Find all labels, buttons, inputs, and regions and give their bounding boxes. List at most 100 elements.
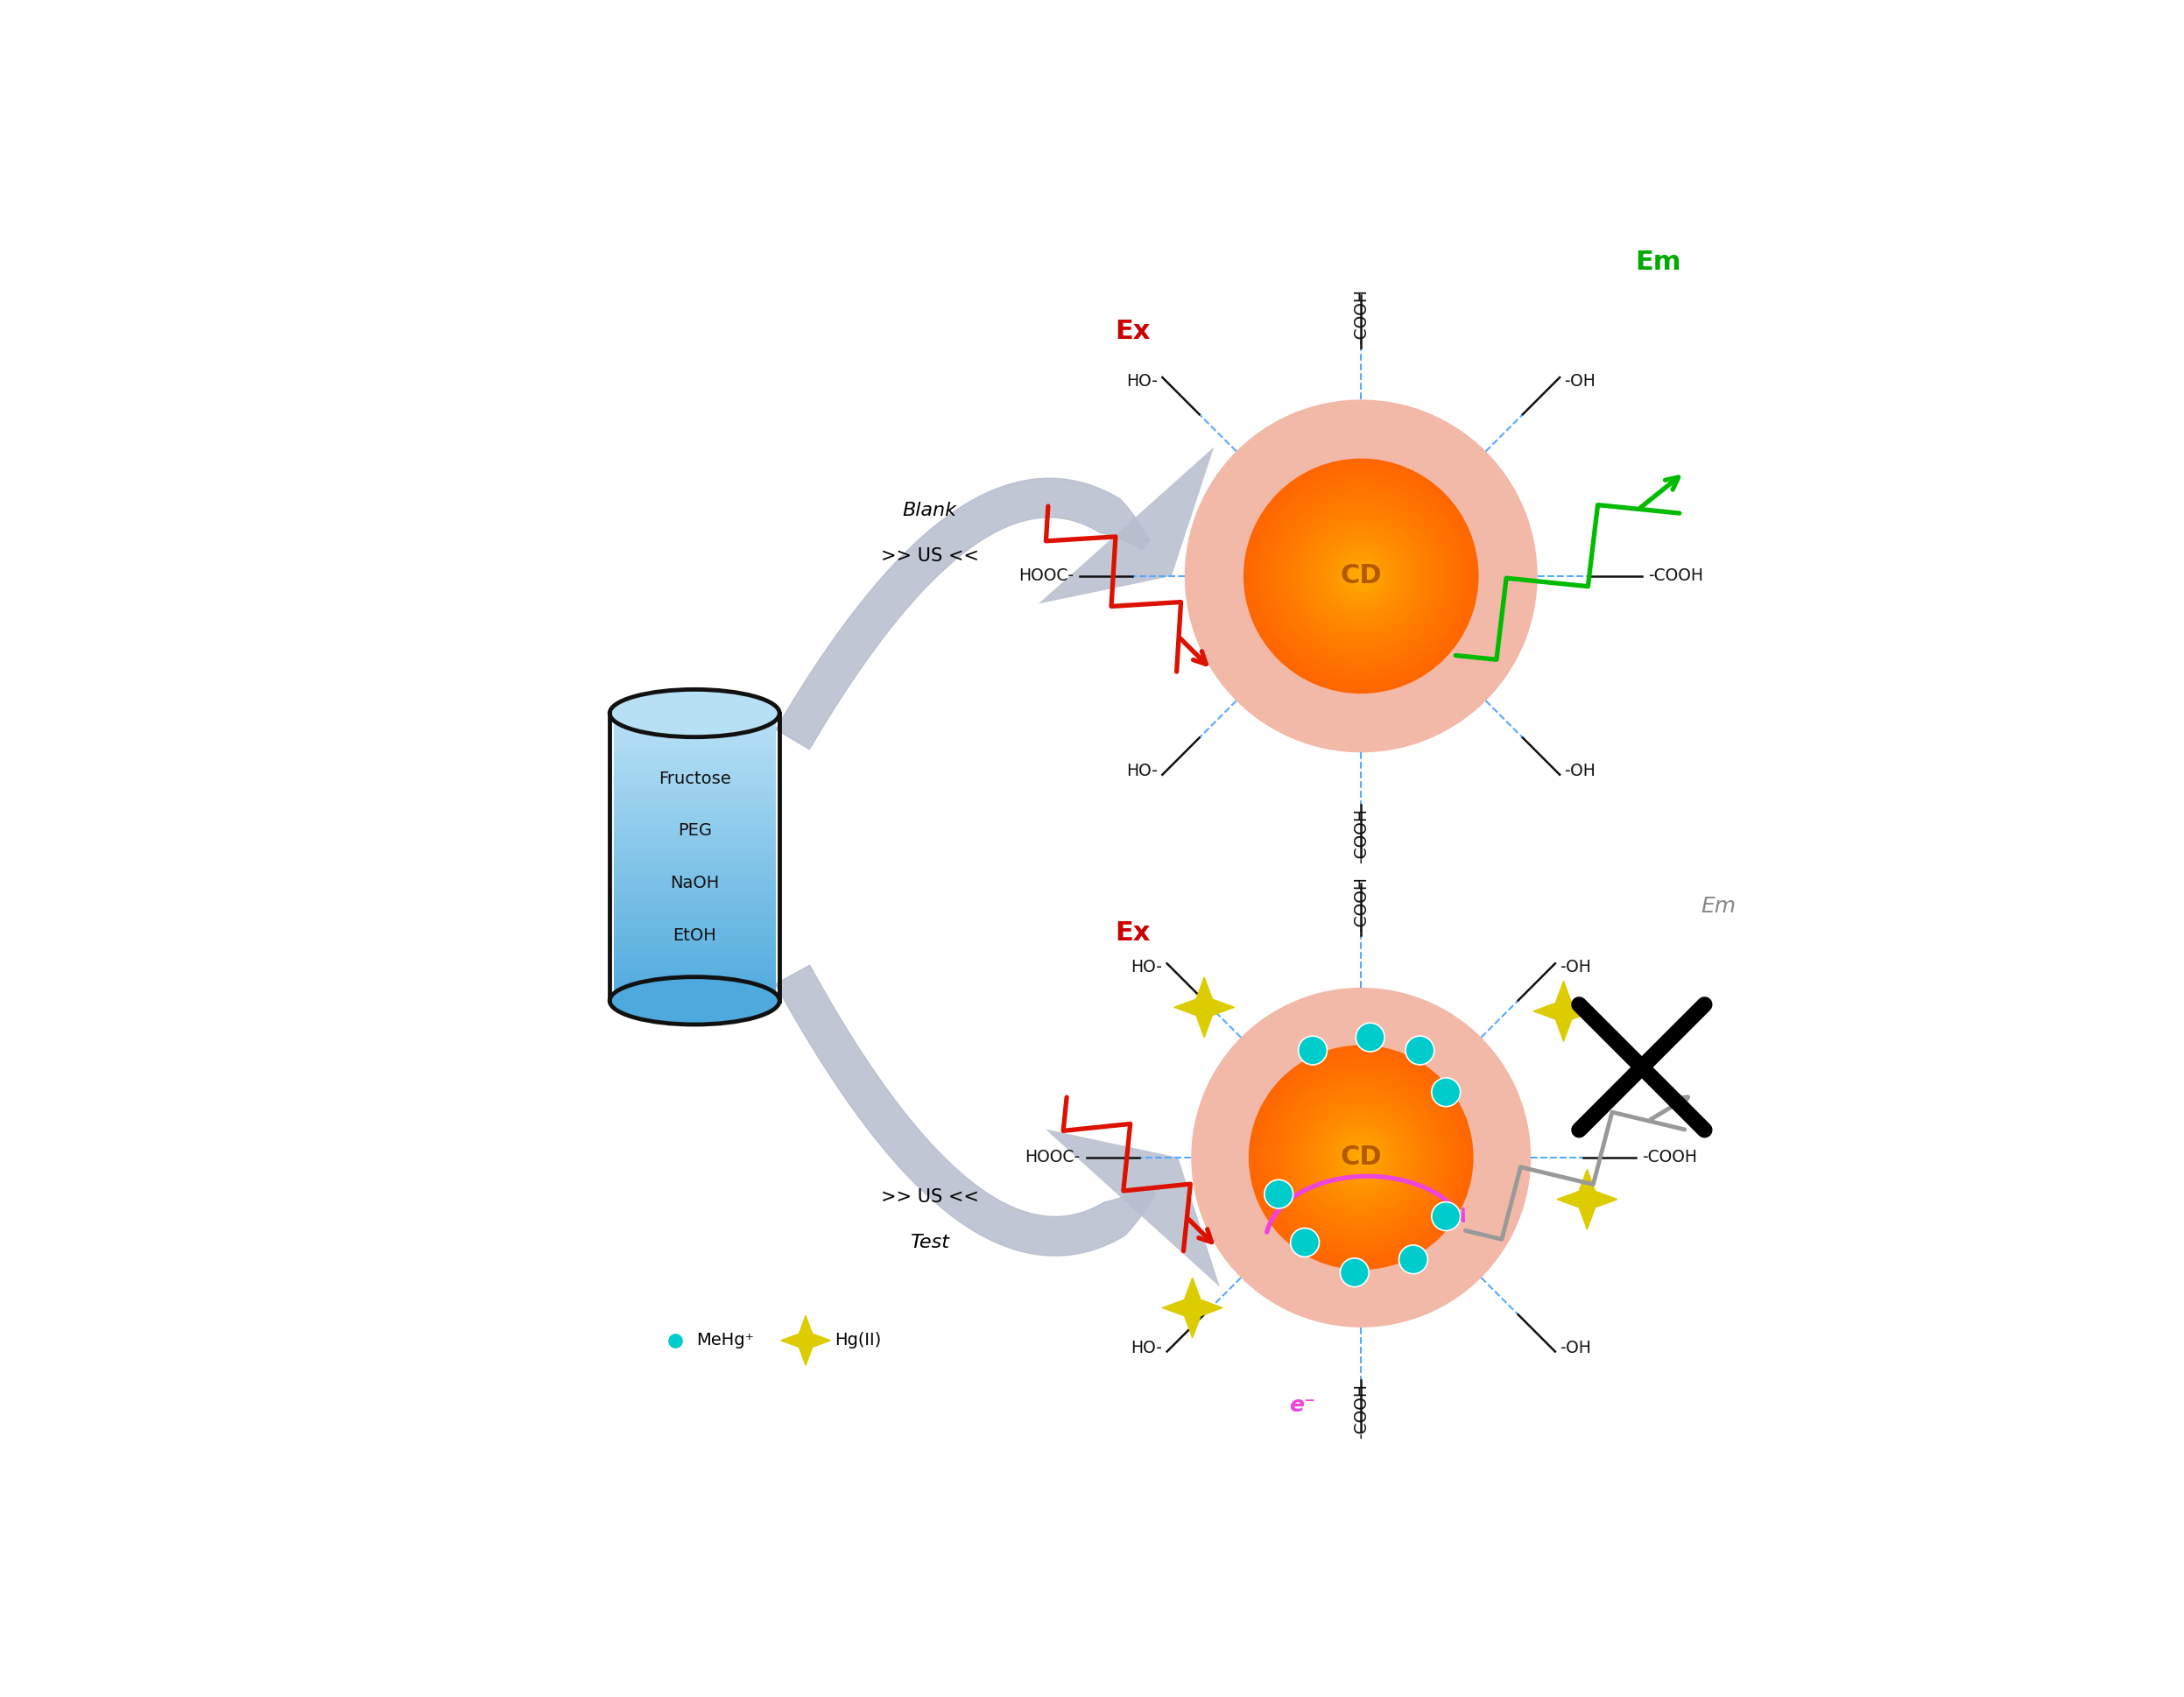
Text: Fructose: Fructose xyxy=(657,770,732,787)
Text: HO-: HO- xyxy=(1131,1339,1162,1356)
Circle shape xyxy=(1297,1035,1328,1064)
Bar xyxy=(614,786,775,792)
Circle shape xyxy=(1291,1088,1431,1227)
Circle shape xyxy=(1406,1035,1435,1064)
Circle shape xyxy=(1356,572,1365,580)
Bar xyxy=(614,972,775,979)
Circle shape xyxy=(1317,1113,1406,1203)
Circle shape xyxy=(1282,1079,1439,1235)
Text: HOOC-: HOOC- xyxy=(1024,1149,1081,1166)
Circle shape xyxy=(1251,465,1472,687)
Text: NaOH: NaOH xyxy=(670,874,719,891)
Text: -COOH: -COOH xyxy=(1352,808,1369,864)
Bar xyxy=(614,950,775,957)
Circle shape xyxy=(1348,1144,1374,1171)
Circle shape xyxy=(1256,470,1468,682)
Circle shape xyxy=(1328,543,1393,609)
Bar xyxy=(614,864,775,871)
Circle shape xyxy=(1334,1130,1389,1185)
Circle shape xyxy=(1258,472,1465,679)
Circle shape xyxy=(1334,550,1387,602)
Circle shape xyxy=(1358,574,1363,579)
Bar xyxy=(614,748,775,757)
Circle shape xyxy=(1289,502,1435,648)
Text: -OH: -OH xyxy=(1559,959,1592,976)
Circle shape xyxy=(1350,565,1374,587)
Text: Blank: Blank xyxy=(902,502,957,519)
Circle shape xyxy=(1299,1096,1422,1218)
Circle shape xyxy=(1339,1135,1382,1179)
Circle shape xyxy=(1297,1095,1424,1220)
Bar xyxy=(614,770,775,777)
Circle shape xyxy=(1337,1134,1387,1183)
Bar xyxy=(614,979,775,986)
Circle shape xyxy=(1254,468,1470,684)
Bar xyxy=(614,815,775,821)
Text: -COOH: -COOH xyxy=(1352,1383,1369,1439)
Text: EtOH: EtOH xyxy=(673,927,716,944)
Circle shape xyxy=(1286,1083,1435,1232)
Circle shape xyxy=(1321,1117,1402,1198)
Circle shape xyxy=(1284,499,1439,653)
Text: -COOH: -COOH xyxy=(1642,1149,1697,1166)
Bar xyxy=(614,728,775,735)
Circle shape xyxy=(1339,555,1382,597)
Circle shape xyxy=(1265,1061,1457,1254)
Bar xyxy=(614,757,775,764)
Circle shape xyxy=(1275,1073,1446,1242)
Circle shape xyxy=(1433,1078,1461,1106)
Bar xyxy=(614,835,775,843)
Circle shape xyxy=(1306,523,1415,630)
Circle shape xyxy=(1265,1179,1293,1208)
Circle shape xyxy=(1243,458,1479,694)
Circle shape xyxy=(1254,1050,1470,1266)
Circle shape xyxy=(1271,487,1450,665)
Text: Hg(II): Hg(II) xyxy=(834,1332,880,1349)
Circle shape xyxy=(1332,1129,1391,1186)
Circle shape xyxy=(1267,482,1455,670)
Circle shape xyxy=(1291,1229,1319,1257)
Circle shape xyxy=(1352,567,1372,585)
Circle shape xyxy=(1269,484,1452,669)
Circle shape xyxy=(1343,557,1380,596)
Polygon shape xyxy=(1046,1129,1219,1286)
Bar xyxy=(614,908,775,915)
Circle shape xyxy=(1332,548,1389,604)
Bar xyxy=(614,928,775,937)
Bar xyxy=(614,764,775,770)
Circle shape xyxy=(1249,1045,1474,1269)
Circle shape xyxy=(1313,526,1411,626)
Bar xyxy=(614,828,775,835)
Circle shape xyxy=(1319,535,1404,618)
Circle shape xyxy=(1313,1108,1411,1207)
Polygon shape xyxy=(775,479,1151,750)
Circle shape xyxy=(1324,1120,1400,1196)
Circle shape xyxy=(1341,1257,1369,1286)
Circle shape xyxy=(1358,1156,1363,1159)
Circle shape xyxy=(1291,506,1433,647)
Circle shape xyxy=(1260,475,1463,677)
Circle shape xyxy=(1271,1067,1450,1247)
Text: CD: CD xyxy=(1341,563,1382,589)
Circle shape xyxy=(1293,1089,1428,1225)
Bar xyxy=(614,893,775,899)
Text: >> US <<: >> US << xyxy=(880,1188,978,1205)
Bar xyxy=(614,879,775,886)
Circle shape xyxy=(1286,501,1437,652)
Text: HO-: HO- xyxy=(1131,959,1162,976)
Circle shape xyxy=(1308,524,1413,628)
Polygon shape xyxy=(1557,1169,1616,1229)
Circle shape xyxy=(1326,1122,1398,1193)
Polygon shape xyxy=(1040,446,1214,604)
Circle shape xyxy=(1354,568,1367,584)
Bar xyxy=(614,957,775,966)
Circle shape xyxy=(1352,1149,1369,1166)
Circle shape xyxy=(1310,1106,1413,1210)
Bar xyxy=(614,886,775,893)
Circle shape xyxy=(1341,1137,1380,1178)
Bar xyxy=(614,850,775,857)
Circle shape xyxy=(1345,1142,1376,1173)
Bar xyxy=(614,899,775,908)
Text: Em: Em xyxy=(1636,249,1682,275)
Circle shape xyxy=(1273,489,1448,664)
